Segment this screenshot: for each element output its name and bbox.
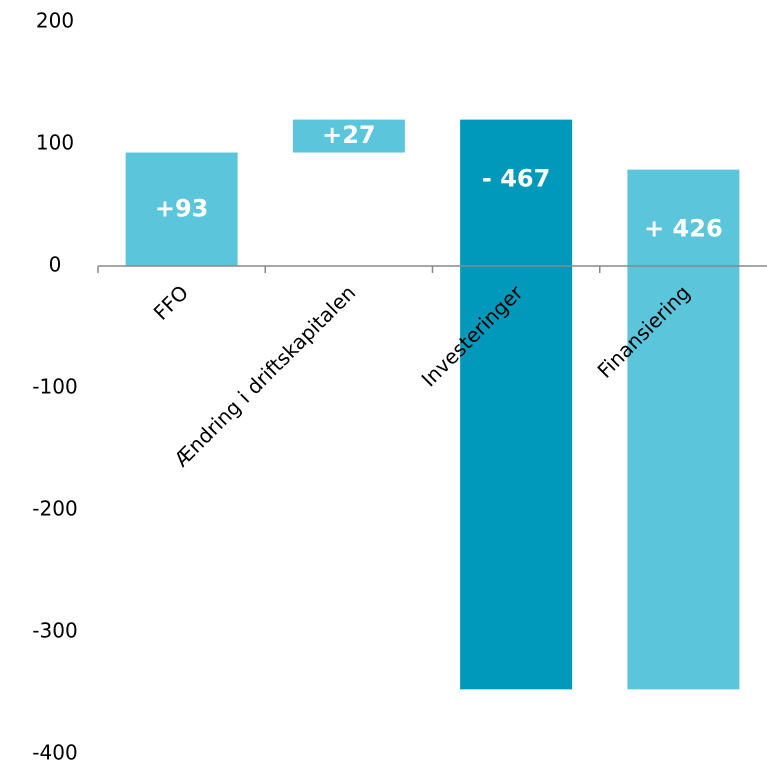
bar <box>292 119 405 153</box>
y-tick-label: 0 <box>49 253 62 277</box>
value-label: - 467 <box>482 165 550 193</box>
y-tick-label: -100 <box>32 375 77 399</box>
y-tick-label: 200 <box>36 9 74 33</box>
bar <box>460 119 573 690</box>
x-tick-label: Ændring i driftskapitalen <box>169 280 360 471</box>
y-tick-label: -300 <box>32 619 77 643</box>
y-tick-label: -200 <box>32 497 77 521</box>
value-label: +93 <box>155 194 209 222</box>
bar <box>627 169 740 690</box>
x-tick-label: FFO <box>149 280 193 324</box>
y-tick-label: -400 <box>32 741 77 765</box>
bar <box>125 152 238 266</box>
value-label: + 426 <box>644 215 723 243</box>
value-label: +27 <box>322 121 376 149</box>
y-tick-label: 100 <box>36 131 74 155</box>
